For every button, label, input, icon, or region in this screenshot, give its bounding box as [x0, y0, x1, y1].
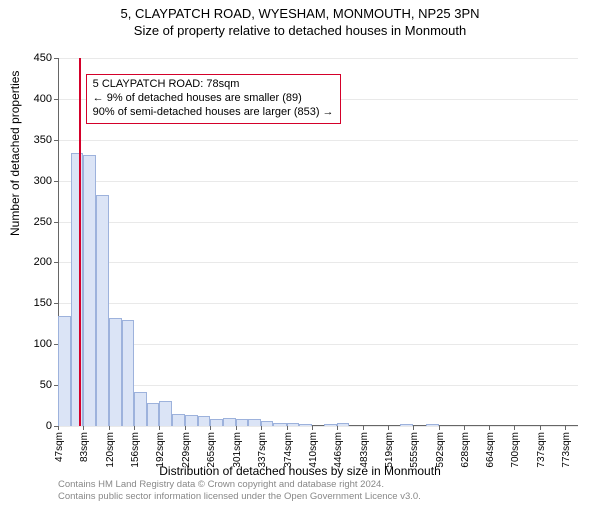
histogram-bar [147, 403, 160, 426]
x-tick-mark [489, 426, 490, 430]
x-tick-mark [185, 426, 186, 430]
histogram-bar [172, 414, 185, 426]
gridline [58, 303, 578, 304]
x-tick-label: 229sqm [181, 432, 192, 468]
x-tick-label: 156sqm [130, 432, 141, 468]
histogram-bar [248, 419, 261, 426]
x-tick-mark [261, 426, 262, 430]
y-tick-label: 150 [22, 297, 52, 309]
x-tick-label: 337sqm [257, 432, 268, 468]
x-tick-mark [464, 426, 465, 430]
histogram-bar [96, 195, 109, 426]
histogram-bar [337, 423, 350, 426]
plot-area: 5 CLAYPATCH ROAD: 78sqm← 9% of detached … [58, 58, 578, 426]
page-title: 5, CLAYPATCH ROAD, WYESHAM, MONMOUTH, NP… [0, 6, 600, 21]
histogram-bar [185, 415, 198, 426]
footer-credits: Contains HM Land Registry data © Crown c… [58, 479, 421, 502]
histogram-bar [122, 320, 135, 426]
x-tick-mark [58, 426, 59, 430]
y-tick-label: 50 [22, 379, 52, 391]
histogram-bar [287, 423, 300, 426]
annotation-line: 90% of semi-detached houses are larger (… [93, 106, 334, 120]
x-tick-mark [83, 426, 84, 430]
annotation-line: 5 CLAYPATCH ROAD: 78sqm [93, 78, 334, 92]
histogram-bar [109, 318, 122, 426]
y-tick-label: 200 [22, 256, 52, 268]
x-tick-mark [514, 426, 515, 430]
x-tick-label: 192sqm [155, 432, 166, 468]
y-tick-label: 100 [22, 338, 52, 350]
x-tick-label: 410sqm [308, 432, 319, 468]
histogram-bar [159, 401, 172, 426]
histogram-bar [198, 416, 211, 426]
x-tick-mark [540, 426, 541, 430]
x-tick-mark [210, 426, 211, 430]
x-tick-mark [159, 426, 160, 430]
gridline [58, 262, 578, 263]
histogram-bar [324, 424, 337, 426]
x-tick-label: 773sqm [561, 432, 572, 468]
histogram-bar [223, 418, 236, 426]
x-tick-label: 47sqm [54, 432, 65, 462]
x-tick-label: 519sqm [384, 432, 395, 468]
x-tick-mark [413, 426, 414, 430]
x-tick-label: 83sqm [79, 432, 90, 462]
property-marker-line [79, 58, 81, 426]
annotation-line: ← 9% of detached houses are smaller (89) [93, 92, 334, 106]
x-tick-label: 555sqm [409, 432, 420, 468]
x-tick-mark [337, 426, 338, 430]
y-tick-label: 450 [22, 52, 52, 64]
x-tick-mark [287, 426, 288, 430]
x-tick-label: 446sqm [333, 432, 344, 468]
x-tick-mark [565, 426, 566, 430]
x-tick-label: 737sqm [536, 432, 547, 468]
x-tick-label: 628sqm [460, 432, 471, 468]
gridline [58, 181, 578, 182]
x-tick-label: 120sqm [105, 432, 116, 468]
x-tick-mark [109, 426, 110, 430]
y-tick-label: 350 [22, 134, 52, 146]
y-tick-label: 300 [22, 175, 52, 187]
x-tick-mark [388, 426, 389, 430]
x-tick-mark [312, 426, 313, 430]
histogram-bar [400, 424, 413, 426]
histogram-bar [261, 421, 274, 426]
x-tick-label: 664sqm [485, 432, 496, 468]
annotation-box: 5 CLAYPATCH ROAD: 78sqm← 9% of detached … [86, 74, 341, 123]
histogram-bar [299, 424, 312, 426]
gridline [58, 222, 578, 223]
x-tick-label: 301sqm [232, 432, 243, 468]
x-tick-mark [236, 426, 237, 430]
histogram-bar [426, 424, 439, 426]
histogram-bar [210, 419, 223, 426]
x-tick-mark [134, 426, 135, 430]
gridline [58, 344, 578, 345]
chart-area: 5 CLAYPATCH ROAD: 78sqm← 9% of detached … [58, 58, 578, 426]
histogram-bar [83, 155, 96, 427]
gridline [58, 385, 578, 386]
x-tick-mark [363, 426, 364, 430]
gridline [58, 140, 578, 141]
x-tick-mark [439, 426, 440, 430]
footer-line-1: Contains HM Land Registry data © Crown c… [58, 479, 421, 490]
histogram-bar [71, 153, 84, 426]
y-tick-label: 250 [22, 216, 52, 228]
histogram-bar [236, 419, 249, 426]
x-tick-label: 483sqm [359, 432, 370, 468]
gridline [58, 58, 578, 59]
x-tick-label: 374sqm [283, 432, 294, 468]
x-tick-label: 592sqm [435, 432, 446, 468]
y-tick-label: 400 [22, 93, 52, 105]
x-tick-label: 700sqm [510, 432, 521, 468]
histogram-bar [134, 392, 147, 426]
gridline [58, 426, 578, 427]
page-subtitle: Size of property relative to detached ho… [0, 23, 600, 38]
y-tick-label: 0 [22, 420, 52, 432]
x-tick-label: 265sqm [206, 432, 217, 468]
footer-line-2: Contains public sector information licen… [58, 491, 421, 502]
histogram-bar [273, 423, 286, 426]
histogram-bar [58, 316, 71, 426]
y-axis-label: Number of detached properties [8, 71, 22, 236]
